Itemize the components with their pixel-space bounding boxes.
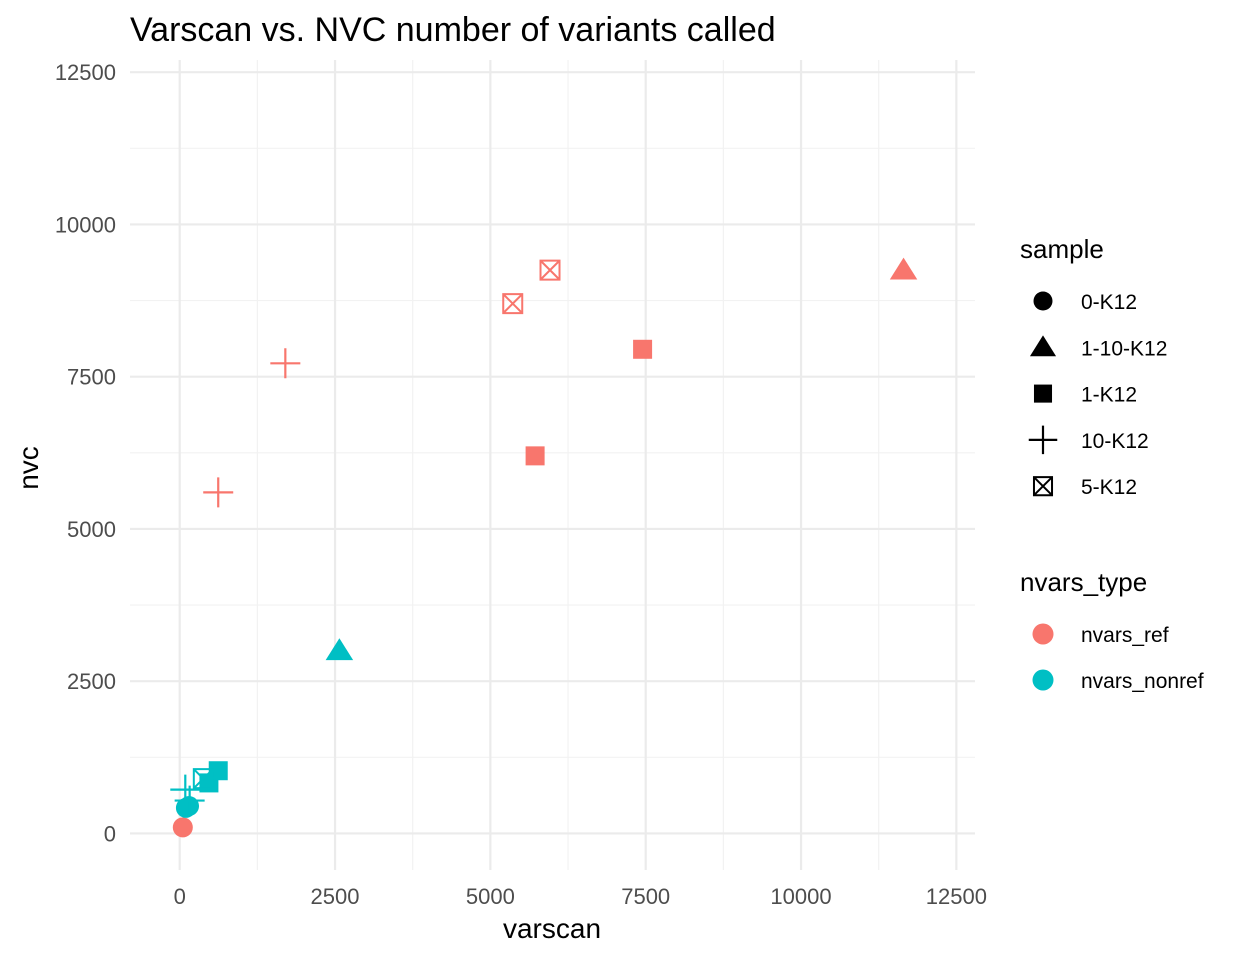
data-point-nvars_ref-0-K12: [172, 817, 193, 838]
legend-key-5-K12: [1032, 476, 1054, 497]
y-tick-label: 10000: [55, 212, 116, 237]
legend-label-1-K12: 1-K12: [1081, 384, 1137, 407]
legend-key-10-K12: [1028, 425, 1058, 455]
chart-title: Varscan vs. NVC number of variants calle…: [130, 11, 776, 49]
y-axis-title: nvc: [13, 446, 44, 490]
y-tick-label: 0: [104, 821, 116, 846]
legend-nvars-type-title: nvars_type: [1020, 567, 1147, 597]
x-axis-title: varscan: [503, 913, 601, 944]
data-point-nvars_nonref-5-K12: [192, 768, 214, 790]
x-axis-ticks: 0 2500 5000 7500 10000 12500: [174, 884, 987, 909]
y-tick-label: 5000: [67, 517, 116, 542]
legend-label-5-K12: 5-K12: [1081, 476, 1137, 499]
data-point-nvars_ref-10-K12: [270, 348, 301, 379]
y-tick-label: 7500: [67, 365, 116, 390]
legend-key-1-K12: [1033, 384, 1053, 403]
data-point-nvars_ref-10-K12: [203, 477, 234, 508]
legend-label-nvars_nonref: nvars_nonref: [1081, 670, 1204, 693]
legend-nvars-type: nvars_type nvars_ref nvars_nonref: [1020, 567, 1204, 693]
legend-key-0-K12: [1033, 291, 1053, 311]
y-axis-ticks: 0 2500 5000 7500 10000 12500: [55, 60, 116, 846]
y-tick-label: 2500: [67, 669, 116, 694]
legend-key-1-10-K12: [1029, 335, 1057, 357]
legend-label-1-10-K12: 1-10-K12: [1081, 337, 1167, 360]
data-point-nvars_ref-1-K12: [633, 339, 653, 359]
x-tick-label: 5000: [466, 884, 515, 909]
legend-key-nvars_ref: [1032, 623, 1054, 645]
minor-gridlines: [130, 60, 975, 870]
legend-label-nvars_ref: nvars_ref: [1081, 624, 1169, 647]
major-gridlines: [130, 60, 975, 870]
x-tick-label: 10000: [770, 884, 831, 909]
x-tick-label: 2500: [311, 884, 360, 909]
legend-sample: sample 0-K12 1-10-K12 1-K12 10-K12 5-K12: [1020, 234, 1167, 499]
x-tick-label: 0: [174, 884, 186, 909]
data-point-nvars_ref-5-K12: [539, 259, 561, 281]
data-points: [170, 257, 918, 838]
legend-label-10-K12: 10-K12: [1081, 430, 1149, 453]
x-tick-label: 12500: [926, 884, 987, 909]
legend-sample-title: sample: [1020, 234, 1104, 264]
legend-label-0-K12: 0-K12: [1081, 291, 1137, 314]
data-point-nvars_ref-1-K12: [525, 446, 545, 466]
data-point-nvars_nonref-1-10-K12: [325, 638, 354, 661]
data-point-nvars_ref-1-10-K12: [889, 257, 918, 280]
x-tick-label: 7500: [621, 884, 670, 909]
data-point-nvars_nonref-10-K12: [174, 785, 205, 816]
legend-key-nvars_nonref: [1032, 669, 1054, 691]
data-point-nvars_ref-5-K12: [502, 293, 524, 315]
y-tick-label: 12500: [55, 60, 116, 85]
